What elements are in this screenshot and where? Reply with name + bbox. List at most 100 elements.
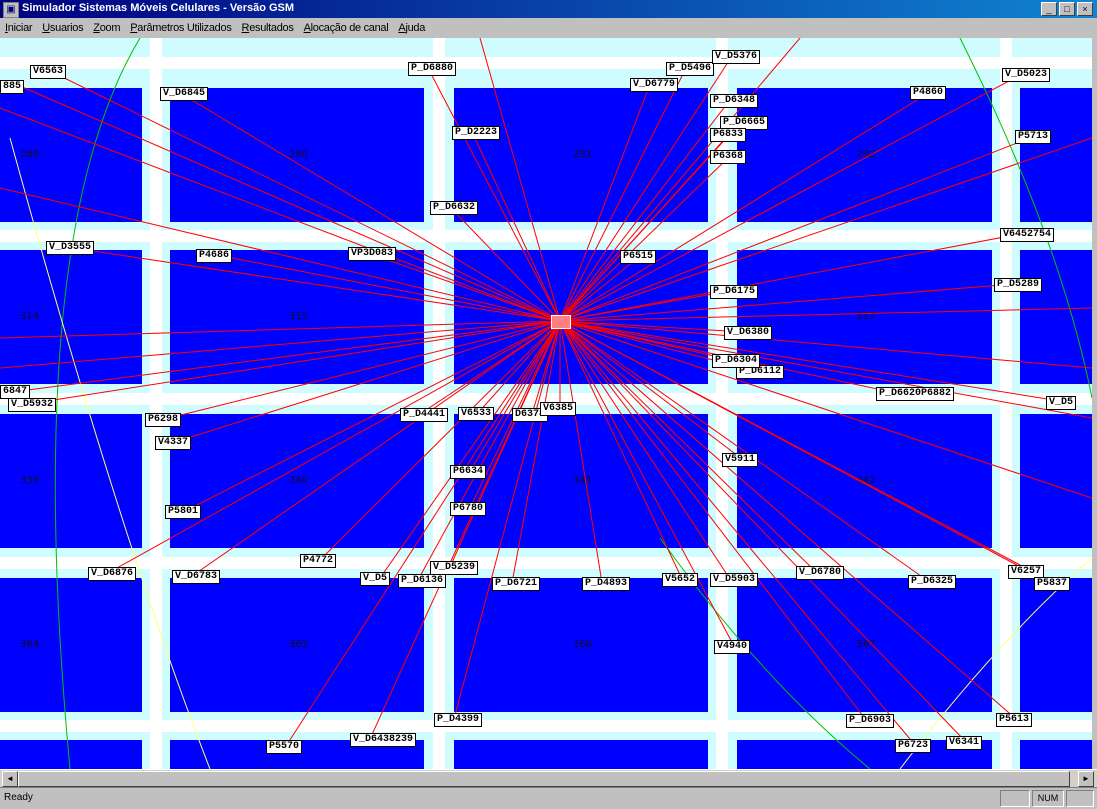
vertical-scrollbar[interactable] — [1092, 38, 1097, 769]
user-label[interactable]: P6368 — [710, 150, 747, 164]
user-label[interactable]: V5911 — [722, 453, 759, 467]
menu-usuarios[interactable]: Usuarios — [42, 22, 84, 34]
horizontal-scrollbar[interactable]: ◄ ► — [0, 769, 1097, 787]
scroll-right-arrow-icon[interactable]: ► — [1078, 771, 1094, 787]
user-label[interactable]: P6833 — [710, 128, 747, 142]
user-link-line — [27, 320, 561, 405]
user-label[interactable]: V_D6779 — [630, 78, 679, 92]
menu-zoom[interactable]: Zoom — [93, 22, 121, 34]
user-label[interactable]: V_D6876 — [88, 567, 137, 581]
menu-ajuda[interactable]: Ajuda — [398, 22, 426, 34]
menu-parametros[interactable]: Parâmetros Utilizados — [130, 22, 232, 34]
user-label[interactable]: P5837 — [1034, 577, 1071, 591]
user-link-line — [479, 38, 561, 322]
maximize-button[interactable]: □ — [1059, 2, 1075, 16]
user-label[interactable]: P_D6721 — [492, 577, 541, 591]
user-link-line — [559, 99, 731, 322]
user-label[interactable]: P_D6136 — [398, 574, 447, 588]
user-label[interactable]: P_D4893 — [582, 577, 631, 591]
user-label[interactable]: VP3D083 — [348, 247, 397, 261]
user-label[interactable]: V6533 — [458, 407, 495, 421]
title-bar: ▣ Simulador Sistemas Móveis Celulares - … — [0, 0, 1097, 18]
menu-bar: Iniciar Usuarios Zoom Parâmetros Utiliza… — [0, 18, 1097, 39]
user-link-line — [107, 320, 561, 574]
city-block — [170, 414, 424, 548]
user-label[interactable]: V_D6783 — [172, 570, 221, 584]
user-label[interactable]: V_D5903 — [710, 573, 759, 587]
user-label[interactable]: P5713 — [1015, 130, 1052, 144]
app-icon[interactable]: ▣ — [3, 2, 19, 18]
user-label[interactable]: P_D6903 — [846, 714, 895, 728]
user-label[interactable]: V_D5 — [1046, 396, 1077, 410]
user-link-line — [559, 320, 1092, 369]
user-label[interactable]: P_D6325 — [908, 575, 957, 589]
user-link-line — [531, 320, 561, 415]
user-label[interactable]: V_D3555 — [46, 241, 95, 255]
user-link-line — [379, 320, 561, 579]
user-label[interactable]: P_D6304 — [712, 354, 761, 368]
user-label[interactable]: V6563 — [30, 65, 67, 79]
scroll-left-arrow-icon[interactable]: ◄ — [2, 771, 18, 787]
user-link-line — [559, 320, 731, 580]
user-label[interactable]: P6780 — [450, 502, 487, 516]
user-link-line — [559, 320, 603, 584]
user-label[interactable]: P6515 — [620, 250, 657, 264]
user-label[interactable]: P_D5496 — [666, 62, 715, 76]
user-link-line — [19, 320, 561, 392]
user-label[interactable]: 885 — [0, 80, 25, 94]
user-link-line — [559, 233, 1021, 322]
city-block — [0, 414, 142, 548]
city-block — [0, 88, 142, 222]
menu-alocacao-canal[interactable]: Alocação de canal — [303, 22, 389, 34]
user-label[interactable]: V_D5 — [360, 572, 391, 586]
user-label[interactable]: P_D6620P6882 — [876, 387, 955, 401]
num-lock-indicator: NUM — [1032, 790, 1064, 807]
user-label[interactable]: V_D6380 — [724, 326, 773, 340]
user-label[interactable]: P6723 — [895, 739, 932, 753]
user-label[interactable]: V6257 — [1008, 565, 1045, 579]
user-label[interactable]: P4860 — [910, 86, 947, 100]
user-label[interactable]: P_D6632 — [430, 201, 479, 215]
user-label[interactable]: V_D6438239 — [350, 733, 417, 747]
user-label[interactable]: P_D6348 — [710, 94, 759, 108]
user-label[interactable]: P6298 — [145, 413, 182, 427]
coverage-arc — [9, 137, 211, 769]
user-label[interactable]: V_D5023 — [1002, 68, 1051, 82]
user-label[interactable]: V6452754 — [1000, 228, 1055, 242]
base-station-icon[interactable] — [551, 315, 571, 329]
close-button[interactable]: × — [1077, 2, 1093, 16]
user-label[interactable]: P_D6880 — [408, 62, 457, 76]
user-label[interactable]: V4337 — [155, 436, 192, 450]
menu-resultados[interactable]: Resultados — [241, 22, 294, 34]
user-link-line — [559, 91, 931, 322]
user-label[interactable]: V5652 — [662, 573, 699, 587]
user-label[interactable]: V_D5932 — [8, 398, 57, 412]
user-label[interactable]: P6634 — [450, 465, 487, 479]
user-label[interactable]: P4772 — [300, 554, 337, 568]
user-label[interactable]: P5570 — [266, 740, 303, 754]
user-label[interactable]: P_D6175 — [710, 285, 759, 299]
user-label[interactable]: P_D4441 — [400, 408, 449, 422]
user-label[interactable]: D6378 — [512, 408, 549, 422]
user-label[interactable]: P_D2223 — [452, 126, 501, 140]
user-label[interactable]: P5801 — [165, 505, 202, 519]
menu-iniciar[interactable]: Iniciar — [5, 22, 33, 34]
user-label[interactable]: V6341 — [946, 736, 983, 750]
map-canvas[interactable]: 289 290 291 292 314 315 317 339 340 341 342 364 365 3… — [0, 38, 1092, 769]
user-label[interactable]: P_D5289 — [994, 278, 1043, 292]
scroll-thumb[interactable] — [18, 771, 1070, 787]
user-link-line — [559, 320, 743, 460]
user-label[interactable]: V4940 — [714, 640, 751, 654]
user-label[interactable]: V_D6780 — [796, 566, 845, 580]
user-label[interactable]: V6385 — [540, 402, 577, 416]
user-label[interactable]: 6847 — [0, 385, 31, 399]
user-label[interactable]: V_D6845 — [160, 87, 209, 101]
minimize-button[interactable]: _ — [1041, 2, 1057, 16]
user-label[interactable]: P4686 — [196, 249, 233, 263]
user-link-line — [471, 131, 561, 322]
user-label[interactable]: V_D5239 — [430, 561, 479, 575]
user-label[interactable]: P_D4399 — [434, 713, 483, 727]
user-label[interactable]: P5613 — [996, 713, 1033, 727]
status-panel-empty-2 — [1066, 790, 1094, 807]
user-label[interactable]: V_D5376 — [712, 50, 761, 64]
